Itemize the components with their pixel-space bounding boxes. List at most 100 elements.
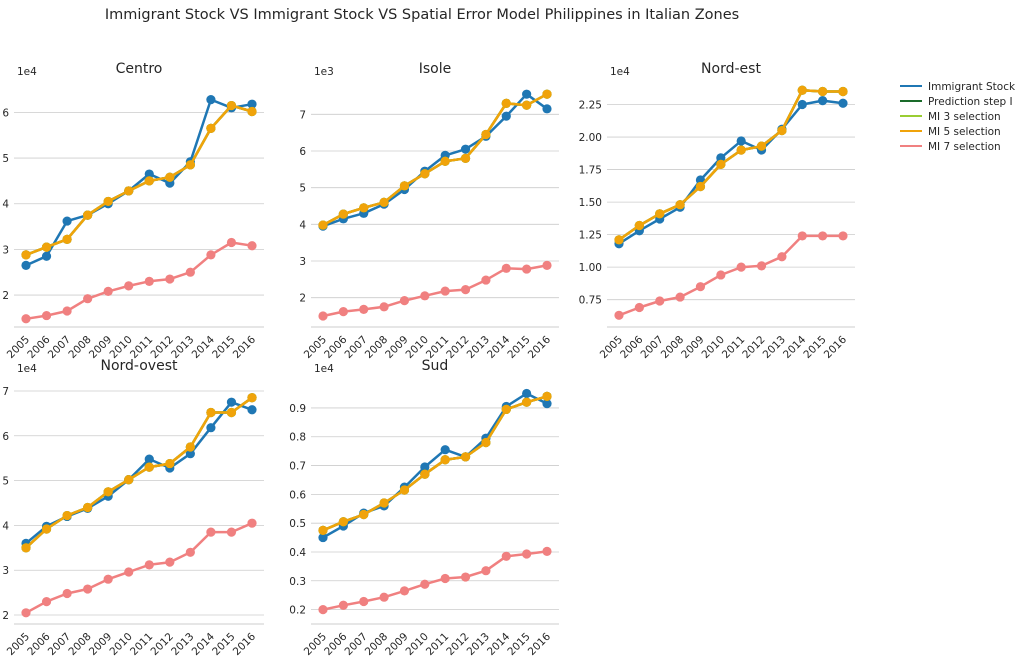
data-point — [440, 455, 450, 465]
data-point — [399, 296, 410, 306]
y-tick-label: 1.75 — [579, 165, 602, 177]
data-point — [501, 263, 511, 273]
y-tick-label: 1.00 — [579, 262, 602, 274]
data-point — [522, 89, 532, 99]
data-point — [338, 600, 348, 610]
y-tick-label: 0.4 — [289, 547, 306, 559]
x-tick-label: 2016 — [231, 630, 259, 658]
series-line — [322, 264, 548, 318]
y-tick-label: 2 — [299, 293, 306, 305]
y-tick-label: 4 — [299, 219, 306, 231]
data-point — [226, 527, 237, 537]
data-point — [83, 502, 93, 513]
y-tick-label: 0.6 — [289, 489, 306, 501]
data-point — [777, 125, 787, 136]
panels: 2345620052006200720082009201020112012201… — [2, 61, 855, 658]
legend-entry: MI 5 selection — [900, 126, 1001, 138]
data-point — [460, 572, 471, 582]
axis-offset-label: 1e4 — [314, 363, 334, 375]
x-tick-label: 2005 — [598, 334, 625, 361]
x-tick-label: 2007 — [46, 334, 73, 361]
data-point — [695, 282, 706, 292]
data-point — [62, 588, 72, 599]
x-tick-label: 2007 — [342, 631, 369, 658]
legend-label: MI 5 selection — [928, 126, 1001, 138]
x-tick-label: 2011 — [424, 631, 451, 658]
panel-title: Nord-est — [701, 61, 761, 77]
series-line — [322, 93, 548, 227]
data-point — [818, 231, 828, 241]
legend-entry: MI 3 selection — [900, 111, 1001, 123]
data-point — [756, 261, 767, 271]
x-tick-label: 2015 — [505, 334, 532, 361]
y-tick-label: 2 — [2, 610, 9, 622]
series-line — [322, 395, 548, 532]
data-point — [522, 264, 532, 274]
x-tick-label: 2013 — [761, 334, 788, 361]
data-point — [338, 307, 348, 317]
y-tick-label: 3 — [299, 256, 306, 268]
y-tick-label: 0.8 — [289, 432, 306, 444]
data-point — [144, 276, 154, 286]
data-point — [103, 196, 113, 207]
panel-2: 0.751.001.251.501.752.002.25200520062007… — [579, 61, 855, 361]
y-tick-label: 1.25 — [579, 230, 602, 242]
data-point — [481, 129, 491, 140]
data-point — [62, 306, 72, 316]
data-point — [736, 145, 746, 155]
legend-entry: MI 7 selection — [900, 141, 1001, 153]
data-point — [501, 551, 511, 561]
data-point — [41, 310, 52, 321]
y-tick-label: 2.00 — [579, 132, 602, 144]
x-tick-label: 2005 — [302, 334, 329, 361]
x-tick-label: 2012 — [740, 334, 767, 361]
y-tick-label: 1.50 — [579, 197, 602, 209]
data-point — [736, 136, 746, 146]
data-point — [359, 596, 369, 607]
data-point — [399, 586, 410, 596]
data-point — [206, 95, 216, 105]
x-tick-label: 2014 — [190, 333, 218, 361]
panel-title: Isole — [419, 61, 452, 77]
y-tick-label: 3 — [2, 244, 9, 256]
y-tick-label: 0.3 — [289, 576, 306, 588]
data-point — [756, 141, 767, 151]
x-tick-label: 2015 — [210, 334, 237, 361]
data-point — [542, 399, 552, 409]
data-point — [542, 89, 552, 99]
data-point — [144, 176, 154, 186]
y-tick-label: 0.75 — [579, 295, 602, 307]
y-tick-label: 7 — [299, 109, 306, 121]
legend-entry: Immigrant Stock — [900, 81, 1016, 93]
x-tick-label: 2009 — [383, 334, 410, 361]
data-point — [226, 397, 237, 407]
axis-offset-label: 1e4 — [17, 363, 37, 375]
data-point — [165, 274, 175, 284]
y-tick-label: 6 — [2, 431, 9, 443]
data-point — [247, 393, 257, 403]
x-tick-label: 2012 — [444, 334, 471, 361]
legend-label: MI 7 selection — [928, 141, 1001, 153]
data-point — [185, 267, 195, 277]
panel-3: 2345672005200620072008200920102011201220… — [2, 358, 264, 658]
y-tick-label: 6 — [299, 146, 306, 158]
x-tick-label: 2010 — [107, 334, 134, 361]
series-2 — [318, 89, 552, 230]
data-point — [522, 549, 532, 559]
series-line — [618, 88, 843, 241]
series-3 — [21, 100, 257, 260]
series-1 — [21, 100, 257, 260]
y-tick-label: 0.7 — [289, 461, 306, 473]
series-4 — [318, 260, 552, 321]
x-tick-label: 2011 — [720, 334, 747, 361]
series-line — [25, 522, 253, 614]
data-point — [144, 169, 154, 179]
data-point — [359, 203, 369, 213]
series-4 — [21, 237, 257, 324]
data-point — [83, 584, 93, 594]
x-tick-label: 2015 — [801, 334, 828, 361]
data-point — [144, 454, 154, 464]
data-point — [165, 458, 175, 469]
legend: Immigrant Stock Prediction step I MI 3 sel… — [900, 81, 1016, 153]
